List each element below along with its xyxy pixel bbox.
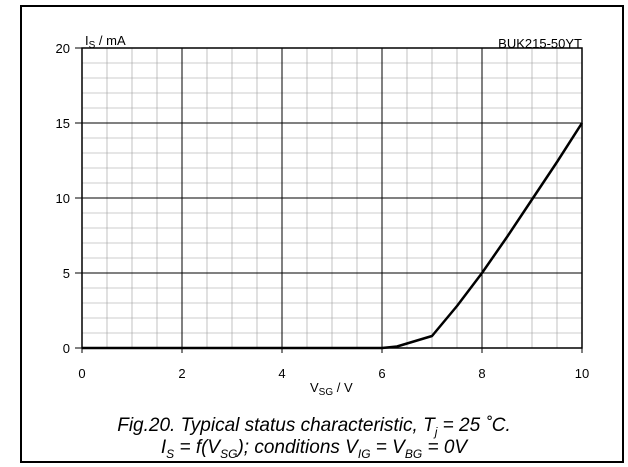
y-tick-label: 15 [56, 116, 70, 131]
x-tick-label: 10 [575, 366, 589, 381]
y-tick-label: 0 [63, 341, 70, 356]
x-tick-label: 0 [78, 366, 85, 381]
y-tick-label: 5 [63, 266, 70, 281]
chart-title: BUK215-50YT [498, 36, 582, 51]
x-axis-label: VSG / V [310, 380, 353, 398]
y-tick-label: 20 [56, 41, 70, 56]
series-line-is [82, 122, 584, 350]
y-tick-label: 10 [56, 191, 70, 206]
x-tick-label: 8 [478, 366, 485, 381]
figure-frame [20, 5, 624, 463]
tick-labels: 0 2 4 6 8 10 0 5 10 15 20 [56, 41, 590, 381]
x-tick-label: 2 [178, 366, 185, 381]
x-tick-label: 4 [278, 366, 285, 381]
y-axis-label: IS / mA [85, 33, 126, 51]
x-tick-label: 6 [378, 366, 385, 381]
figure-caption-line-1: Fig.20. Typical status characteristic, T… [117, 415, 511, 439]
axis-ticks [75, 47, 583, 353]
figure-caption-line-2: IS = f(VSG); conditions VIG = VBG = 0V [160, 437, 468, 461]
